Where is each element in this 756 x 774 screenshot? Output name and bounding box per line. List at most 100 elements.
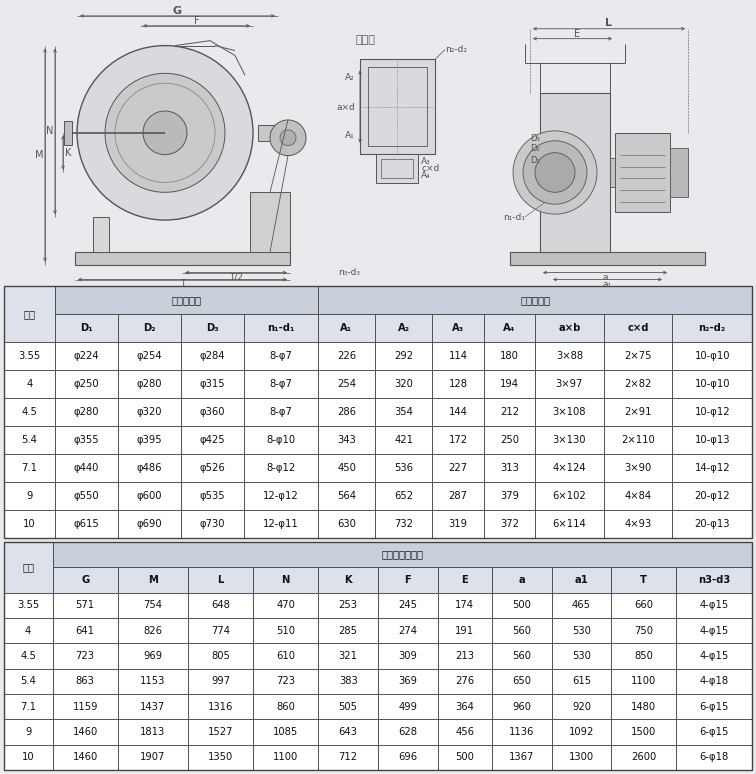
Text: 723: 723 — [76, 651, 94, 661]
Text: c×d: c×d — [421, 164, 439, 173]
Text: K: K — [65, 148, 71, 158]
Bar — [188, 694, 253, 719]
Bar — [181, 510, 243, 538]
Bar — [610, 158, 615, 187]
Bar — [118, 426, 181, 454]
Bar — [55, 370, 118, 398]
Text: 863: 863 — [76, 676, 94, 687]
Text: 1300: 1300 — [569, 752, 594, 762]
Text: 379: 379 — [500, 491, 519, 501]
Bar — [243, 370, 318, 398]
Text: φ284: φ284 — [200, 351, 225, 361]
Bar — [677, 694, 752, 719]
Text: A₄: A₄ — [421, 171, 431, 180]
Text: 320: 320 — [395, 379, 413, 389]
Bar — [181, 454, 243, 482]
Text: 610: 610 — [276, 651, 296, 661]
Bar — [432, 398, 484, 426]
Text: 499: 499 — [398, 702, 417, 712]
Text: 6-φ15: 6-φ15 — [699, 727, 729, 737]
Text: 4×84: 4×84 — [624, 491, 652, 501]
Bar — [611, 719, 677, 745]
Circle shape — [105, 74, 225, 192]
Bar — [118, 342, 181, 370]
Text: D₂: D₂ — [530, 144, 540, 153]
Bar — [318, 669, 378, 694]
Bar — [378, 669, 438, 694]
Text: 319: 319 — [448, 519, 467, 529]
Bar — [484, 482, 535, 510]
Text: 194: 194 — [500, 379, 519, 389]
Text: φ320: φ320 — [137, 407, 163, 417]
Text: A₂: A₂ — [398, 324, 410, 334]
Text: 530: 530 — [572, 651, 591, 661]
Bar — [188, 745, 253, 770]
Bar — [318, 593, 378, 618]
Bar — [53, 567, 118, 593]
Text: 12-φ11: 12-φ11 — [263, 519, 299, 529]
Text: 10: 10 — [22, 752, 35, 762]
Bar — [438, 593, 492, 618]
Text: 1907: 1907 — [141, 752, 166, 762]
Text: φ315: φ315 — [200, 379, 225, 389]
Text: 212: 212 — [500, 407, 519, 417]
Text: 560: 560 — [513, 625, 531, 635]
Text: A₃: A₃ — [452, 324, 464, 334]
Text: 9: 9 — [26, 491, 33, 501]
Bar — [188, 669, 253, 694]
Text: 372: 372 — [500, 519, 519, 529]
Text: 723: 723 — [276, 676, 296, 687]
Bar — [432, 370, 484, 398]
Text: D₃: D₃ — [206, 324, 218, 334]
Text: φ690: φ690 — [137, 519, 163, 529]
Text: φ355: φ355 — [74, 435, 100, 445]
Bar — [611, 669, 677, 694]
Bar — [4, 286, 55, 342]
Bar — [432, 314, 484, 342]
Bar — [672, 342, 752, 370]
Text: 1367: 1367 — [509, 752, 534, 762]
Text: 1092: 1092 — [569, 727, 594, 737]
Text: φ395: φ395 — [137, 435, 163, 445]
Text: 8-φ7: 8-φ7 — [269, 379, 293, 389]
Text: N: N — [282, 575, 290, 585]
Bar — [253, 643, 318, 669]
Bar — [243, 510, 318, 538]
Text: a×b: a×b — [558, 324, 581, 334]
Circle shape — [523, 141, 587, 204]
Text: 369: 369 — [398, 676, 417, 687]
Text: A₁: A₁ — [340, 324, 353, 334]
Text: 2×110: 2×110 — [621, 435, 655, 445]
Bar — [552, 719, 611, 745]
Text: 774: 774 — [211, 625, 231, 635]
Bar — [318, 426, 375, 454]
Text: 500: 500 — [455, 752, 474, 762]
Bar — [118, 643, 188, 669]
Bar — [55, 510, 118, 538]
Text: 1480: 1480 — [631, 702, 656, 712]
Bar — [243, 398, 318, 426]
Text: c×d: c×d — [627, 324, 649, 334]
Text: 144: 144 — [448, 407, 467, 417]
Bar — [432, 454, 484, 482]
Bar — [368, 67, 427, 146]
Bar — [492, 618, 552, 643]
Bar — [253, 745, 318, 770]
Text: 276: 276 — [455, 676, 474, 687]
Bar — [4, 719, 53, 745]
Text: 465: 465 — [572, 600, 591, 610]
Bar — [552, 643, 611, 669]
Text: M: M — [148, 575, 158, 585]
Text: 出风口: 出风口 — [355, 35, 375, 45]
Bar — [552, 669, 611, 694]
Bar — [492, 567, 552, 593]
Text: 286: 286 — [337, 407, 356, 417]
Text: a₁: a₁ — [603, 280, 612, 289]
Text: φ280: φ280 — [137, 379, 163, 389]
Bar — [375, 454, 432, 482]
Bar — [672, 454, 752, 482]
Bar — [64, 121, 72, 145]
Bar — [181, 342, 243, 370]
Text: 6×102: 6×102 — [553, 491, 586, 501]
Bar — [253, 618, 318, 643]
